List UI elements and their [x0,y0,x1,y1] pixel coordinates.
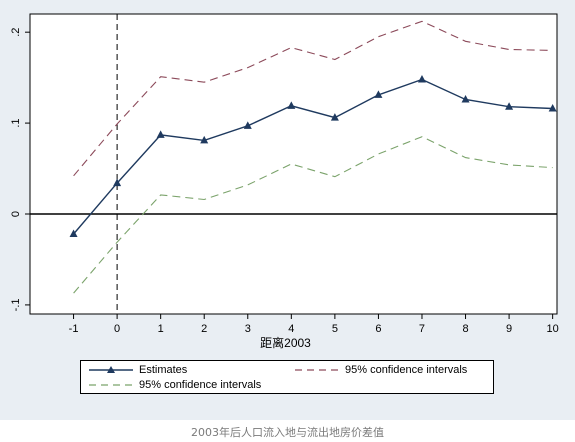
estimate-point [156,130,165,138]
estimate-point [417,74,426,83]
x-tick-label: 8 [462,323,468,335]
x-tick-label: 10 [547,323,559,335]
estimate-point [374,90,383,98]
figure-caption: 2003年后人口流入地与流出地房价差值 [191,426,384,439]
estimate-point [243,121,252,129]
legend-swatch-ci-lower [89,384,133,386]
estimate-point [69,229,78,237]
x-tick-label: 3 [245,323,251,335]
x-tick-label: 1 [158,323,164,335]
estimate-point [113,178,122,187]
legend-label-ci-lower: 95% confidence intervals [139,379,262,391]
chart-plot: -1 0 1 2 3 4 5 6 7 8 9 10 -.1 0 .1 .2 距离2003 [10,13,559,350]
series-line-0 [73,78,553,235]
legend-swatch-ci-upper [295,369,339,371]
x-tick-label: -1 [69,323,79,335]
x-tick-label: 0 [114,323,120,335]
x-tick-label: 2 [201,323,207,335]
y-tick-label: .2 [10,28,22,37]
estimate-point [287,101,296,109]
estimate-point [548,104,557,112]
estimate-point [200,135,209,144]
y-tick-label: -.1 [10,298,22,311]
legend-label-ci-upper: 95% confidence intervals [345,364,468,376]
x-tick-label: 4 [288,323,294,335]
estimate-point [330,113,339,121]
x-tick-label: 7 [419,323,425,335]
x-tick-label: 6 [375,323,381,335]
series-line-1 [73,20,553,177]
estimate-point [505,102,514,110]
y-tick-label: 0 [10,211,22,217]
x-tick-label: 5 [332,323,338,335]
legend-swatch-estimates [89,366,133,373]
plot-area [29,13,558,315]
legend: Estimates 95% confidence intervals 95% c… [80,360,494,394]
x-axis-label: 距离2003 [260,335,311,350]
x-tick-label: 9 [506,323,512,335]
legend-label-estimates: Estimates [139,364,188,376]
chart-figure: -1 0 1 2 3 4 5 6 7 8 9 10 -.1 0 .1 .2 距离2003 Estimates… [0,0,575,420]
series-line-2 [73,136,553,294]
estimate-point [461,94,470,103]
y-tick-label: .1 [10,118,22,127]
